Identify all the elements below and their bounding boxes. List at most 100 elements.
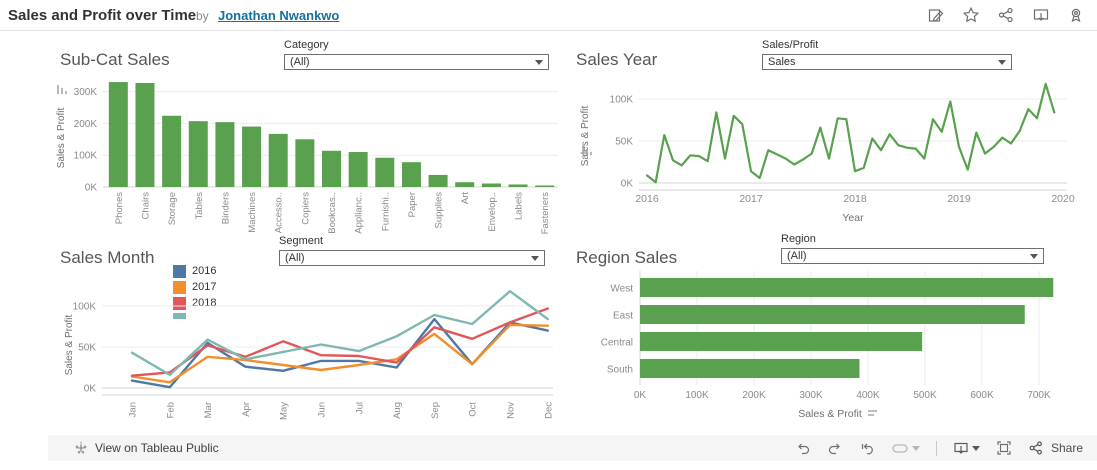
svg-text:Furnishi..: Furnishi.. bbox=[380, 192, 391, 231]
svg-text:Applianc..: Applianc.. bbox=[354, 192, 365, 234]
award-icon[interactable] bbox=[1067, 6, 1085, 24]
segment-dropdown[interactable]: (All) bbox=[279, 250, 545, 266]
svg-text:Year: Year bbox=[842, 212, 864, 224]
legend-swatch-2017 bbox=[173, 280, 186, 294]
category-dropdown[interactable]: (All) bbox=[284, 54, 549, 70]
svg-text:Tables: Tables bbox=[194, 192, 205, 220]
revert-icon bbox=[892, 444, 908, 453]
subcat-sales-bar-chart[interactable]: 0K 100K 200K 300K Phones Chairs Storage Tables B… bbox=[48, 78, 562, 240]
svg-text:100K: 100K bbox=[74, 151, 98, 162]
share-label: Share bbox=[1050, 441, 1083, 455]
svg-text:Storage: Storage bbox=[167, 192, 178, 225]
svg-text:Bookcas..: Bookcas.. bbox=[327, 192, 338, 234]
page-title: Sales and Profit over Time bbox=[8, 7, 197, 24]
share-icon bbox=[1029, 441, 1042, 455]
svg-text:Fasteners: Fasteners bbox=[540, 192, 551, 234]
svg-text:Aug: Aug bbox=[392, 402, 403, 419]
chevron-down-icon bbox=[531, 255, 539, 261]
download-icon[interactable] bbox=[1032, 6, 1050, 24]
toolbar-divider bbox=[935, 440, 937, 456]
svg-text:West: West bbox=[610, 284, 633, 295]
svg-text:200K: 200K bbox=[742, 390, 766, 401]
chevron-down-icon bbox=[911, 445, 920, 451]
svg-text:2020: 2020 bbox=[1051, 193, 1075, 205]
fullscreen-icon[interactable] bbox=[996, 440, 1012, 456]
author-link[interactable]: Jonathan Nwankwo bbox=[218, 8, 340, 23]
header-actions bbox=[927, 6, 1085, 24]
share-icon[interactable] bbox=[997, 6, 1015, 24]
segment-dropdown-value: (All) bbox=[285, 252, 305, 264]
edit-icon[interactable] bbox=[927, 6, 945, 24]
legend-label-2016: 2016 bbox=[192, 265, 217, 277]
sort-icon bbox=[582, 146, 592, 155]
toolbar-actions: Share bbox=[795, 435, 1083, 461]
sales-profit-dropdown-value: Sales bbox=[768, 56, 796, 68]
svg-text:200K: 200K bbox=[74, 119, 98, 130]
svg-text:500K: 500K bbox=[913, 390, 937, 401]
region-dropdown-value: (All) bbox=[787, 250, 807, 262]
download-menu[interactable] bbox=[953, 440, 980, 456]
region-dropdown[interactable]: (All) bbox=[781, 248, 1044, 264]
svg-text:Mar: Mar bbox=[203, 402, 214, 418]
region-sales-bar-chart[interactable]: 0K 100K 200K 300K 400K 500K 600K 700K West East Ce… bbox=[575, 265, 1095, 425]
svg-text:South: South bbox=[607, 365, 633, 376]
segment-filter-label: Segment bbox=[279, 235, 324, 247]
legend-swatch-2016 bbox=[173, 264, 186, 278]
sort-icon bbox=[57, 85, 67, 94]
legend-item-2016[interactable]: 2016 bbox=[173, 263, 216, 279]
svg-text:Apr: Apr bbox=[241, 402, 252, 417]
svg-text:0K: 0K bbox=[621, 179, 634, 190]
legend-label-2017: 2017 bbox=[192, 281, 217, 293]
year-chart-title: Sales Year bbox=[576, 50, 658, 69]
header: Sales and Profit over Time by Jonathan N… bbox=[0, 0, 1097, 31]
redo-icon[interactable] bbox=[827, 440, 843, 456]
svg-text:0K: 0K bbox=[85, 183, 98, 194]
favorite-star-icon[interactable] bbox=[962, 6, 980, 24]
subcat-chart-title: Sub-Cat Sales bbox=[60, 50, 170, 69]
tableau-logo-icon bbox=[75, 441, 87, 454]
svg-text:Art: Art bbox=[460, 192, 471, 205]
svg-text:0K: 0K bbox=[634, 390, 647, 401]
svg-text:Jul: Jul bbox=[354, 402, 365, 414]
download-icon bbox=[954, 442, 968, 454]
region-chart-title: Region Sales bbox=[576, 248, 678, 267]
view-on-tableau-public-link[interactable]: View on Tableau Public bbox=[74, 435, 219, 461]
sales-profit-filter: Sales/Profit Sales bbox=[762, 39, 1012, 70]
region-filter: Region (All) bbox=[781, 233, 1044, 264]
svg-text:Sep: Sep bbox=[430, 402, 441, 419]
category-filter-label: Category bbox=[284, 39, 329, 51]
sales-profit-dropdown[interactable]: Sales bbox=[762, 54, 1012, 70]
svg-text:Accesso..: Accesso.. bbox=[274, 192, 285, 233]
svg-text:50K: 50K bbox=[615, 137, 633, 148]
share-button[interactable]: Share bbox=[1028, 440, 1083, 456]
svg-text:100K: 100K bbox=[685, 390, 709, 401]
replay-icon[interactable] bbox=[859, 440, 875, 456]
svg-text:Copiers: Copiers bbox=[300, 192, 311, 225]
svg-text:Machines: Machines bbox=[247, 192, 258, 233]
svg-text:Sales & Profit: Sales & Profit bbox=[56, 107, 67, 168]
svg-text:2016: 2016 bbox=[635, 193, 659, 205]
svg-text:400K: 400K bbox=[856, 390, 880, 401]
legend-item-2017[interactable]: 2017 bbox=[173, 279, 216, 295]
svg-text:Jun: Jun bbox=[317, 402, 328, 417]
svg-text:Envelop..: Envelop.. bbox=[487, 192, 498, 232]
svg-text:Paper: Paper bbox=[407, 192, 418, 217]
svg-text:2017: 2017 bbox=[739, 193, 763, 205]
svg-text:Jan: Jan bbox=[128, 402, 139, 417]
svg-text:Oct: Oct bbox=[468, 402, 479, 417]
svg-text:East: East bbox=[613, 311, 633, 322]
revert-menu[interactable] bbox=[891, 440, 920, 456]
svg-text:May: May bbox=[279, 402, 290, 420]
sales-month-line-chart[interactable]: 0K 50K 100K Jan Feb Mar Apr May Jun Jul Aug Sep Oct N… bbox=[48, 265, 562, 430]
svg-text:Central: Central bbox=[601, 338, 633, 349]
undo-icon[interactable] bbox=[795, 440, 811, 456]
svg-text:2019: 2019 bbox=[947, 193, 971, 205]
svg-text:Chairs: Chairs bbox=[140, 192, 151, 220]
category-filter: Category (All) bbox=[284, 39, 549, 70]
svg-text:Feb: Feb bbox=[165, 402, 176, 418]
svg-text:Sales & Profit: Sales & Profit bbox=[580, 105, 591, 166]
svg-text:100K: 100K bbox=[73, 302, 97, 313]
svg-text:50K: 50K bbox=[78, 343, 96, 354]
legend-swatch-partial[interactable] bbox=[173, 313, 186, 319]
sales-year-line-chart[interactable]: 0K 50K 100K 2016 2017 2018 2019 2020 Year Sales &… bbox=[575, 78, 1090, 230]
